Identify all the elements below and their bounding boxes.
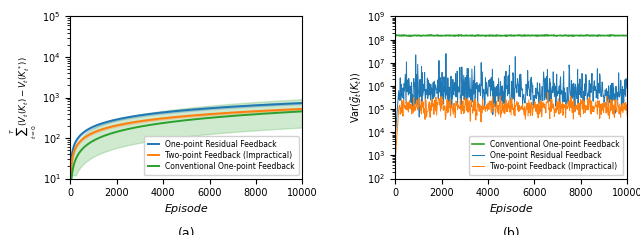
Two-point Feedback (Impractical) bbox=[235, 111, 243, 114]
Two-point Feedback (Impractical) bbox=[547, 98, 554, 101]
Conventional One-point Feedback bbox=[547, 34, 554, 37]
Line: Conventional One-point Feedback: Conventional One-point Feedback bbox=[395, 35, 627, 36]
Conventional One-point Feedback bbox=[528, 34, 536, 37]
Conventional One-point Feedback bbox=[543, 33, 550, 36]
Y-axis label: $\sum_{t=0}^{T}(V_t(K_t) - V_t(K_t^*))$: $\sum_{t=0}^{T}(V_t(K_t) - V_t(K_t^*))$ bbox=[10, 56, 40, 139]
Line: One-point Residual Feedback: One-point Residual Feedback bbox=[395, 54, 627, 139]
Conventional One-point Feedback bbox=[391, 34, 399, 37]
Line: Two-point Feedback (Impractical): Two-point Feedback (Impractical) bbox=[395, 93, 627, 155]
One-point Residual Feedback bbox=[142, 113, 150, 116]
One-point Residual Feedback bbox=[298, 102, 306, 104]
Conventional One-point Feedback bbox=[623, 34, 631, 37]
Two-point Feedback (Impractical) bbox=[566, 104, 574, 107]
Legend: Conventional One-point Feedback, One-point Residual Feedback, Two-point Feedback: Conventional One-point Feedback, One-poi… bbox=[468, 136, 623, 175]
Two-point Feedback (Impractical) bbox=[497, 94, 504, 97]
Two-point Feedback (Impractical) bbox=[212, 112, 220, 115]
One-point Residual Feedback bbox=[159, 111, 166, 114]
Conventional One-point Feedback bbox=[451, 34, 459, 37]
Two-point Feedback (Impractical) bbox=[298, 108, 306, 110]
Conventional One-point Feedback bbox=[159, 122, 166, 125]
Conventional One-point Feedback bbox=[212, 116, 220, 119]
Two-point Feedback (Impractical) bbox=[623, 114, 631, 116]
Two-point Feedback (Impractical) bbox=[142, 119, 150, 122]
One-point Residual Feedback bbox=[234, 105, 242, 108]
Conventional One-point Feedback bbox=[298, 110, 306, 113]
Two-point Feedback (Impractical) bbox=[433, 101, 440, 104]
Two-point Feedback (Impractical) bbox=[95, 129, 102, 132]
Conventional One-point Feedback bbox=[235, 114, 243, 117]
One-point Residual Feedback bbox=[433, 88, 440, 91]
Conventional One-point Feedback bbox=[566, 34, 574, 37]
Conventional One-point Feedback bbox=[593, 35, 601, 38]
One-point Residual Feedback bbox=[529, 91, 536, 94]
Conventional One-point Feedback bbox=[433, 34, 440, 37]
Two-point Feedback (Impractical) bbox=[67, 202, 74, 204]
Line: Conventional One-point Feedback: Conventional One-point Feedback bbox=[70, 111, 302, 228]
Y-axis label: $\mathrm{Var}(\tilde{g}_t(K_t))$: $\mathrm{Var}(\tilde{g}_t(K_t))$ bbox=[349, 72, 364, 123]
Line: Two-point Feedback (Impractical): Two-point Feedback (Impractical) bbox=[70, 109, 302, 203]
One-point Residual Feedback bbox=[451, 94, 459, 97]
One-point Residual Feedback bbox=[497, 80, 504, 83]
Two-point Feedback (Impractical) bbox=[451, 107, 459, 110]
One-point Residual Feedback bbox=[235, 105, 243, 108]
Conventional One-point Feedback bbox=[95, 137, 102, 140]
Two-point Feedback (Impractical) bbox=[544, 91, 552, 94]
One-point Residual Feedback bbox=[547, 81, 554, 84]
Text: (a): (a) bbox=[178, 227, 195, 235]
One-point Residual Feedback bbox=[212, 106, 220, 109]
One-point Residual Feedback bbox=[442, 52, 450, 55]
One-point Residual Feedback bbox=[566, 92, 574, 95]
X-axis label: Episode: Episode bbox=[164, 204, 208, 214]
Conventional One-point Feedback bbox=[67, 227, 74, 230]
Conventional One-point Feedback bbox=[497, 34, 504, 37]
One-point Residual Feedback bbox=[67, 196, 74, 199]
One-point Residual Feedback bbox=[95, 123, 102, 126]
Two-point Feedback (Impractical) bbox=[528, 103, 536, 106]
Two-point Feedback (Impractical) bbox=[391, 154, 399, 157]
One-point Residual Feedback bbox=[391, 138, 399, 141]
Two-point Feedback (Impractical) bbox=[234, 111, 242, 114]
Conventional One-point Feedback bbox=[142, 124, 150, 127]
One-point Residual Feedback bbox=[623, 87, 631, 90]
X-axis label: Episode: Episode bbox=[490, 204, 533, 214]
Conventional One-point Feedback bbox=[234, 114, 242, 117]
Line: One-point Residual Feedback: One-point Residual Feedback bbox=[70, 103, 302, 197]
Legend: One-point Residual Feedback, Two-point Feedback (Impractical), Conventional One-: One-point Residual Feedback, Two-point F… bbox=[144, 136, 299, 175]
Two-point Feedback (Impractical) bbox=[159, 117, 166, 120]
Text: (b): (b) bbox=[502, 227, 520, 235]
